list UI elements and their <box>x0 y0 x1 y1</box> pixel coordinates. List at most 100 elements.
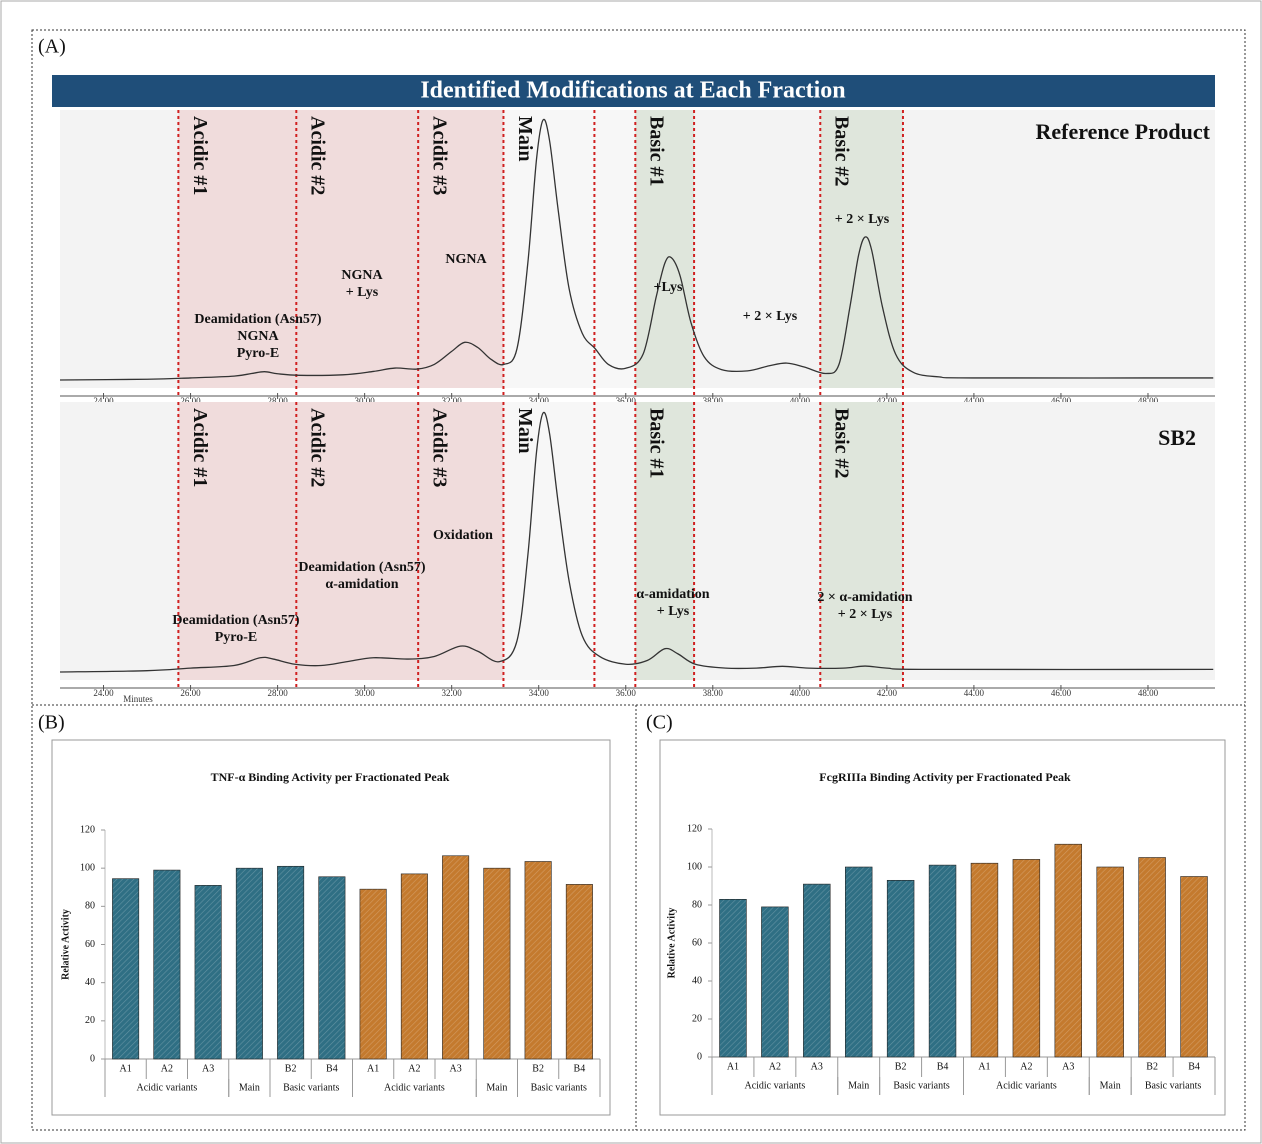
basic-region <box>820 402 903 680</box>
annotation: + 2 × Lys <box>838 607 893 622</box>
group-label: Acidic variants <box>384 1082 445 1093</box>
fraction-label: Basic #1 <box>646 116 668 187</box>
x-tick-label: 38.00 <box>703 396 724 406</box>
bar <box>235 867 263 1060</box>
x-tick-label: 44.00 <box>964 396 985 406</box>
annotation: NGNA <box>445 252 487 267</box>
y-tick-label: 80 <box>85 901 95 912</box>
chart-title: FcgRIIIa Binding Activity per Fractionat… <box>819 770 1071 784</box>
x-tick-label: A1 <box>367 1063 379 1074</box>
y-axis-label: Relative Activity <box>60 909 71 980</box>
bar <box>1096 866 1124 1058</box>
x-tick-label: B4 <box>574 1063 586 1074</box>
group-label: Basic variants <box>893 1080 949 1091</box>
x-tick-label: 24.00 <box>93 396 114 406</box>
annotation: + Lys <box>346 285 379 300</box>
x-tick-label: 38.00 <box>703 688 724 698</box>
x-tick-label: B4 <box>326 1063 338 1074</box>
bar <box>524 861 552 1060</box>
group-label: Main <box>486 1082 507 1093</box>
y-tick-label: 20 <box>85 1015 95 1026</box>
y-tick-label: 60 <box>692 937 702 948</box>
fraction-label: Basic #2 <box>831 116 853 187</box>
x-tick-label: A1 <box>978 1061 990 1072</box>
x-tick-label: A2 <box>161 1063 173 1074</box>
fraction-label: Acidic #3 <box>429 408 451 487</box>
y-axis-label: Relative Activity <box>666 908 677 979</box>
y-tick-label: 120 <box>80 824 95 835</box>
x-tick-label: A2 <box>1020 1061 1032 1072</box>
bar <box>112 878 140 1060</box>
x-tick-label: 42.00 <box>877 688 898 698</box>
bar <box>359 888 387 1060</box>
fraction-label: Acidic #2 <box>307 116 329 195</box>
bar <box>886 879 915 1058</box>
acidic-region <box>178 402 504 680</box>
bar <box>400 873 428 1060</box>
basic-region <box>635 402 695 680</box>
bar <box>719 898 747 1058</box>
y-tick-label: 20 <box>692 1013 702 1024</box>
y-tick-label: 0 <box>697 1051 702 1062</box>
y-tick-label: 100 <box>80 862 95 873</box>
x-tick-label: B2 <box>895 1061 907 1072</box>
x-tick-label: 30.00 <box>355 688 376 698</box>
x-tick-label: A3 <box>811 1061 823 1072</box>
group-label: Main <box>848 1080 869 1091</box>
panel-frame <box>31 29 1246 1131</box>
bar <box>928 864 957 1058</box>
x-tick-label: 32.00 <box>442 396 463 406</box>
group-label: Acidic variants <box>136 1082 197 1093</box>
x-tick-label: 34.00 <box>529 396 550 406</box>
annotation: +Lys <box>654 280 684 295</box>
x-tick-label: 26.00 <box>180 688 201 698</box>
acidic-region <box>178 110 504 388</box>
bar <box>194 885 222 1060</box>
group-label: Acidic variants <box>996 1080 1057 1091</box>
bar <box>442 855 470 1060</box>
x-tick-label: 32.00 <box>442 688 463 698</box>
annotation: + 2 × Lys <box>743 309 798 324</box>
fraction-label: Basic #2 <box>831 408 853 479</box>
bar <box>803 883 831 1058</box>
banner-title: Identified Modifications at Each Fractio… <box>420 78 845 104</box>
bar <box>1180 876 1208 1058</box>
annotation: Pyro-E <box>237 346 280 361</box>
x-tick-label: A1 <box>727 1061 739 1072</box>
group-label: Main <box>1100 1080 1121 1091</box>
main-region <box>503 402 636 680</box>
bar <box>761 906 789 1058</box>
panel-label: (C) <box>646 712 673 734</box>
bar <box>1054 843 1083 1058</box>
fraction-label: Acidic #3 <box>429 116 451 195</box>
bar <box>1138 857 1166 1058</box>
trace <box>59 118 1214 381</box>
x-tick-label: 36.00 <box>616 396 637 406</box>
annotation: Pyro-E <box>215 630 258 645</box>
x-tick-label: A2 <box>769 1061 781 1072</box>
x-tick-label: 24.00 <box>93 688 114 698</box>
bar <box>844 866 873 1058</box>
main-region <box>503 110 636 388</box>
annotation: Deamidation (Asn57) <box>298 560 426 575</box>
fraction-label: Acidic #1 <box>189 408 211 487</box>
x-tick-label: A3 <box>1062 1061 1074 1072</box>
bar <box>565 884 593 1060</box>
y-tick-label: 80 <box>692 899 702 910</box>
x-tick-label: 44.00 <box>964 688 985 698</box>
annotation: NGNA <box>341 268 383 283</box>
y-tick-label: 60 <box>85 939 95 950</box>
bar <box>318 876 346 1060</box>
x-tick-label: A3 <box>202 1063 214 1074</box>
x-tick-label: 46.00 <box>1051 396 1072 406</box>
fraction-label: Main <box>514 116 536 162</box>
group-label: Main <box>239 1082 260 1093</box>
annotation: α-amidation <box>636 587 709 602</box>
x-tick-label: 46.00 <box>1051 688 1072 698</box>
trace <box>59 411 1214 673</box>
bar <box>970 862 999 1058</box>
basic-region <box>635 110 695 388</box>
panel-label: (A) <box>38 36 66 58</box>
y-tick-label: 0 <box>90 1053 95 1064</box>
